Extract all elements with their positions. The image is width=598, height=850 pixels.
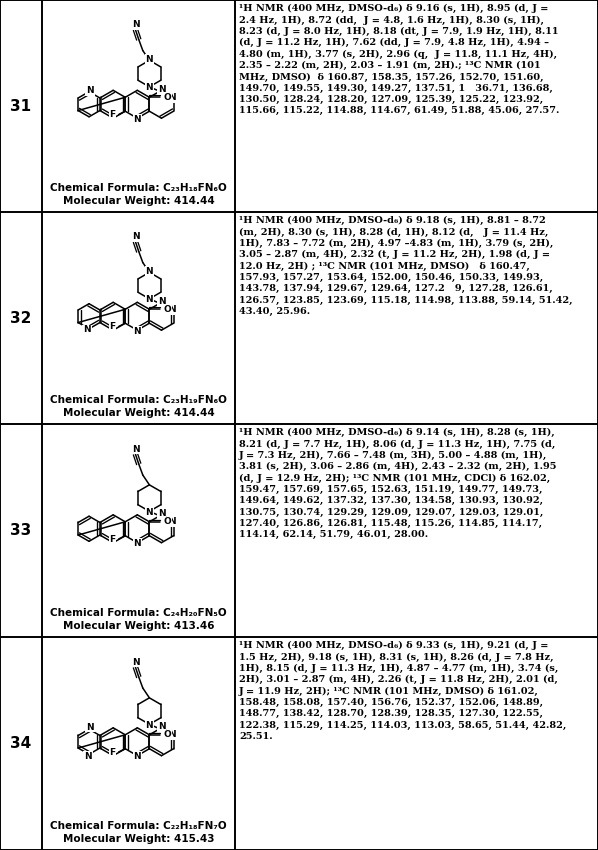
Text: Molecular Weight: 414.44: Molecular Weight: 414.44 — [63, 196, 214, 206]
Bar — [0, 637, 598, 850]
Text: ¹H NMR (400 MHz, DMSO-d₆) δ 9.16 (s, 1H), 8.95 (d, J =
2.4 Hz, 1H), 8.72 (dd,  J: ¹H NMR (400 MHz, DMSO-d₆) δ 9.16 (s, 1H)… — [239, 4, 559, 116]
Text: N: N — [133, 326, 141, 336]
Text: N: N — [132, 658, 139, 666]
Text: N: N — [133, 539, 141, 548]
Text: O: O — [163, 93, 171, 102]
Bar — [0, 0, 598, 212]
Text: 31: 31 — [10, 99, 32, 114]
Text: N: N — [145, 507, 153, 517]
Text: N: N — [145, 83, 153, 93]
Text: N: N — [145, 721, 153, 730]
Text: ¹H NMR (400 MHz, DMSO-d₆) δ 9.14 (s, 1H), 8.28 (s, 1H),
8.21 (d, J = 7.7 Hz, 1H): ¹H NMR (400 MHz, DMSO-d₆) δ 9.14 (s, 1H)… — [239, 428, 557, 539]
Text: N: N — [145, 295, 153, 304]
Bar — [0, 212, 598, 424]
Text: N: N — [86, 86, 94, 95]
Text: Chemical Formula: C₂₃H₁₉FN₆O: Chemical Formula: C₂₃H₁₉FN₆O — [50, 395, 227, 405]
Text: Molecular Weight: 413.46: Molecular Weight: 413.46 — [63, 621, 214, 631]
Text: O: O — [163, 730, 171, 740]
Text: Molecular Weight: 415.43: Molecular Weight: 415.43 — [63, 834, 214, 844]
Text: N: N — [83, 326, 91, 334]
Text: O: O — [163, 518, 171, 526]
Text: N: N — [84, 751, 92, 761]
Text: 32: 32 — [10, 310, 32, 326]
Text: N: N — [158, 297, 165, 306]
Text: Chemical Formula: C₂₄H₂₀FN₅O: Chemical Formula: C₂₄H₂₀FN₅O — [50, 608, 227, 618]
Text: F: F — [109, 747, 116, 756]
Text: N: N — [167, 93, 175, 102]
Text: N: N — [145, 267, 153, 276]
Text: Chemical Formula: C₂₃H₁₈FN₆O: Chemical Formula: C₂₃H₁₈FN₆O — [50, 183, 227, 193]
Text: N: N — [167, 518, 175, 526]
Text: N: N — [132, 232, 139, 241]
Bar — [0, 424, 598, 637]
Text: Molecular Weight: 414.44: Molecular Weight: 414.44 — [63, 408, 214, 418]
Text: N: N — [145, 55, 153, 64]
Text: N: N — [167, 305, 175, 314]
Text: N: N — [132, 20, 139, 29]
Text: F: F — [109, 322, 116, 331]
Text: N: N — [158, 85, 165, 94]
Text: N: N — [167, 730, 175, 740]
Text: N: N — [133, 752, 141, 762]
Text: Chemical Formula: C₂₂H₁₈FN₇O: Chemical Formula: C₂₂H₁₈FN₇O — [50, 821, 227, 831]
Text: N: N — [132, 445, 139, 454]
Text: F: F — [109, 110, 116, 119]
Text: 33: 33 — [10, 523, 32, 538]
Text: F: F — [109, 535, 116, 543]
Text: N: N — [158, 509, 165, 518]
Text: ¹H NMR (400 MHz, DMSO-d₆) δ 9.18 (s, 1H), 8.81 – 8.72
(m, 2H), 8.30 (s, 1H), 8.2: ¹H NMR (400 MHz, DMSO-d₆) δ 9.18 (s, 1H)… — [239, 216, 573, 316]
Text: N: N — [158, 722, 165, 731]
Text: 34: 34 — [10, 736, 32, 751]
Text: N: N — [133, 115, 141, 124]
Text: ¹H NMR (400 MHz, DMSO-d₆) δ 9.33 (s, 1H), 9.21 (d, J =
1.5 Hz, 2H), 9.18 (s, 1H): ¹H NMR (400 MHz, DMSO-d₆) δ 9.33 (s, 1H)… — [239, 641, 566, 741]
Text: O: O — [163, 305, 171, 314]
Text: N: N — [86, 722, 94, 732]
